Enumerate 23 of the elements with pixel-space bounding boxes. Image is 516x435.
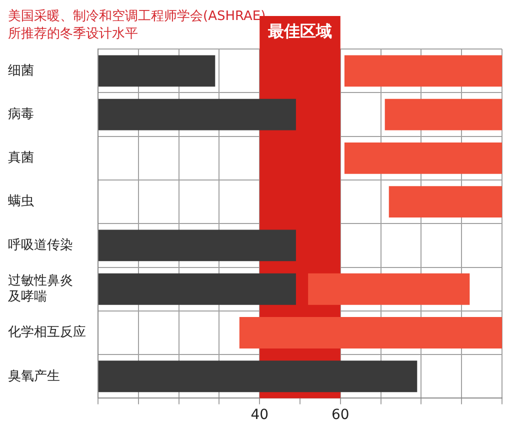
bar [98, 230, 296, 262]
bar [98, 360, 418, 392]
chart-title: 美国采暖、制冷和空调工程师学会(ASHRAE) 所推荐的冬季设计水平 [8, 8, 266, 42]
bar [239, 317, 502, 348]
bar [384, 98, 502, 130]
x-tick-label: 40 [250, 407, 269, 424]
y-tick-label: 细菌 [8, 63, 34, 78]
x-tick-label: 60 [331, 407, 350, 424]
band-label: 最佳区域 [267, 22, 332, 41]
y-tick-label: 螨虫 [8, 194, 34, 210]
bar [308, 273, 470, 305]
y-tick-label: 病毒 [8, 106, 34, 122]
bar [98, 273, 296, 305]
bar [388, 186, 502, 218]
y-tick-label: 臭氧产生 [8, 368, 60, 384]
bar [344, 142, 502, 174]
bar [98, 98, 296, 130]
bar [98, 55, 216, 87]
y-tick-label: 呼吸道传染 [8, 238, 73, 253]
y-tick-label: 过敏性鼻炎及哮喘 [8, 274, 73, 304]
y-tick-label: 真菌 [8, 150, 34, 166]
y-tick-label: 化学相互反应 [8, 324, 86, 340]
bar [344, 55, 502, 87]
